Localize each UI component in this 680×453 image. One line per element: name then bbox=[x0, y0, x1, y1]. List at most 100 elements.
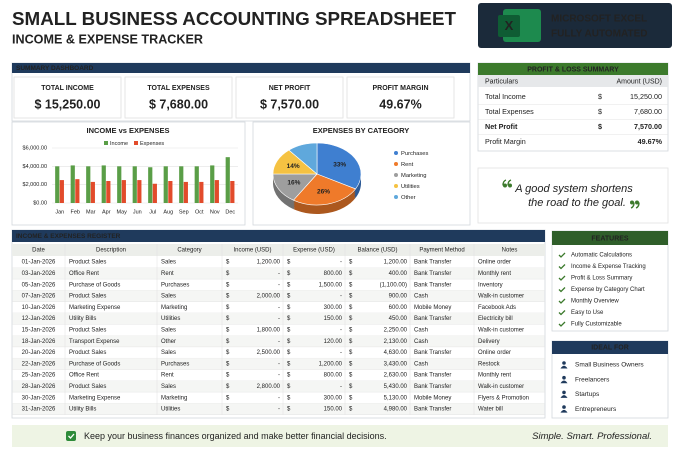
legend-label: Marketing bbox=[401, 173, 426, 179]
person-icon bbox=[562, 361, 566, 365]
cell: - bbox=[278, 407, 280, 413]
cell: 4,630.00 bbox=[384, 350, 408, 356]
feature-item: Easy to Use bbox=[571, 310, 604, 316]
cell: Utilities bbox=[161, 316, 180, 322]
pl-header bbox=[478, 63, 668, 75]
feature-item: Profit & Loss Summary bbox=[571, 276, 632, 282]
card-value: $ 7,680.00 bbox=[149, 97, 208, 111]
cell: 28-Jan-2026 bbox=[22, 384, 56, 390]
cell: - bbox=[278, 339, 280, 345]
cell: Other bbox=[161, 339, 176, 345]
quote-line: the road to the goal. bbox=[528, 197, 626, 209]
cell: 300.00 bbox=[324, 395, 343, 401]
x-tick-label: Oct bbox=[195, 209, 204, 215]
x-tick-label: Dec bbox=[225, 209, 235, 215]
cell: Product Sales bbox=[69, 260, 106, 266]
footer-bar bbox=[12, 425, 668, 447]
bar bbox=[86, 166, 91, 203]
legend-swatch bbox=[394, 151, 398, 155]
cell: 31-Jan-2026 bbox=[22, 407, 56, 413]
cell: Walk-in customer bbox=[478, 294, 524, 300]
excel-icon-letter: X bbox=[505, 18, 514, 33]
cell-currency: $ bbox=[287, 373, 291, 379]
column-header bbox=[12, 244, 545, 256]
cell-currency: $ bbox=[349, 373, 353, 379]
cell: Utility Bills bbox=[69, 407, 96, 413]
bar bbox=[70, 165, 75, 203]
cell-currency: $ bbox=[287, 316, 291, 322]
cell: Purchase of Goods bbox=[69, 282, 120, 288]
pl-label: Total Expenses bbox=[485, 107, 534, 116]
cell: - bbox=[278, 282, 280, 288]
cell-currency: $ bbox=[226, 271, 230, 277]
person-icon bbox=[562, 390, 566, 395]
cell-currency: $ bbox=[349, 294, 353, 300]
bar bbox=[183, 181, 188, 203]
feature-item: Fully Customizable bbox=[571, 322, 622, 328]
cell: Bank Transfer bbox=[414, 282, 451, 288]
cell-currency: $ bbox=[287, 305, 291, 311]
x-tick-label: Aug bbox=[163, 209, 173, 215]
x-tick-label: Apr bbox=[102, 209, 111, 215]
cell: Bank Transfer bbox=[414, 384, 451, 390]
cell-currency: $ bbox=[349, 316, 353, 322]
card-value: 49.67% bbox=[379, 97, 421, 111]
column-header-label: Description bbox=[96, 248, 126, 254]
quote-mark bbox=[508, 183, 512, 188]
cell-currency: $ bbox=[226, 305, 230, 311]
column-header-label: Date bbox=[32, 248, 45, 254]
bar bbox=[137, 180, 142, 203]
summary-card bbox=[124, 76, 233, 119]
cell: Purchase of Goods bbox=[69, 361, 120, 367]
pl-column: Particulars bbox=[485, 78, 519, 85]
bar bbox=[214, 180, 219, 203]
cell: 600.00 bbox=[389, 305, 408, 311]
legend-swatch bbox=[394, 195, 398, 199]
cell: - bbox=[340, 294, 342, 300]
cell: Bank Transfer bbox=[414, 316, 451, 322]
cell: - bbox=[278, 361, 280, 367]
cell-currency: $ bbox=[349, 282, 353, 288]
cell: 22-Jan-2026 bbox=[22, 361, 56, 367]
legend-label: Other bbox=[401, 195, 416, 201]
footer-check bbox=[66, 431, 76, 441]
cell: 1,800.00 bbox=[257, 328, 281, 334]
cell-currency: $ bbox=[287, 361, 291, 367]
cell: Monthly rent bbox=[478, 271, 511, 277]
cell-currency: $ bbox=[287, 294, 291, 300]
quote-mark bbox=[630, 202, 635, 209]
cell: Mobile Money bbox=[414, 395, 451, 401]
cell: 30-Jan-2026 bbox=[22, 395, 56, 401]
cell-currency: $ bbox=[287, 384, 291, 390]
cell: Bank Transfer bbox=[414, 373, 451, 379]
pie-value-label: 26% bbox=[317, 189, 330, 196]
cell: Utility Bills bbox=[69, 316, 96, 322]
features-panel bbox=[551, 230, 669, 332]
y-tick-label: $4,000.00 bbox=[23, 164, 47, 170]
cell: Purchases bbox=[161, 282, 189, 288]
legend-swatch bbox=[394, 173, 398, 177]
section-header bbox=[12, 63, 470, 73]
cell: 12-Jan-2026 bbox=[22, 316, 56, 322]
cell-currency: $ bbox=[226, 373, 230, 379]
x-tick-label: Jan bbox=[55, 209, 64, 215]
cell: 450.00 bbox=[389, 316, 408, 322]
cell: 1,500.00 bbox=[319, 282, 343, 288]
cell: Rent bbox=[161, 373, 174, 379]
cell: Sales bbox=[161, 384, 176, 390]
legend-swatch bbox=[134, 141, 138, 145]
cell: - bbox=[278, 373, 280, 379]
row-shade bbox=[12, 335, 545, 347]
cell-currency: $ bbox=[349, 384, 353, 390]
cell-currency: $ bbox=[349, 271, 353, 277]
pl-title: PROFIT & LOSS SUMMARY bbox=[527, 66, 619, 73]
bar bbox=[199, 181, 204, 203]
check-icon bbox=[558, 321, 566, 327]
cell: Bank Transfer bbox=[414, 407, 451, 413]
cell: - bbox=[278, 395, 280, 401]
cell: 01-Jan-2026 bbox=[22, 260, 56, 266]
cell-currency: $ bbox=[226, 316, 230, 322]
person-icon bbox=[560, 395, 568, 398]
cell: Sales bbox=[161, 328, 176, 334]
